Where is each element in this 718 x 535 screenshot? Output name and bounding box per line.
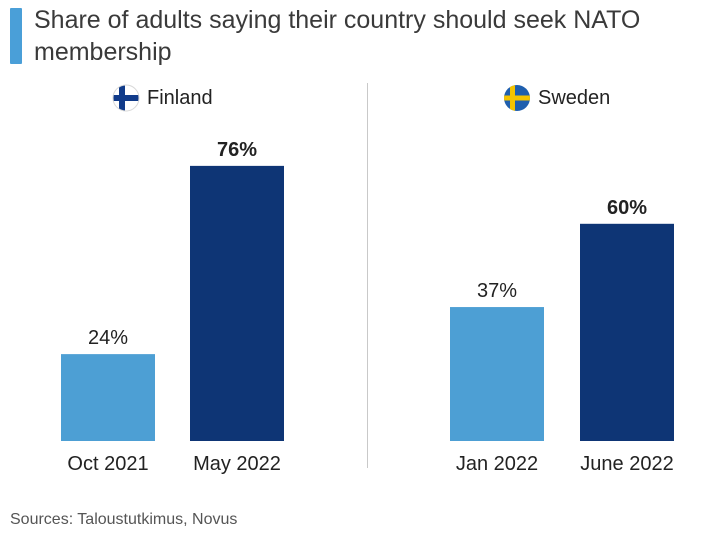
panel-label-finland: Finland <box>112 84 213 112</box>
value-label-sweden-june-2022: 60% <box>607 197 647 219</box>
panel-label-sweden: Sweden <box>503 84 610 112</box>
bar-sweden-jan-2022 <box>450 307 544 441</box>
category-label-sweden-june-2022: June 2022 <box>580 453 673 475</box>
value-label-finland-may-2022: 76% <box>217 139 257 161</box>
finland-flag-icon <box>112 84 140 112</box>
bar-finland-oct-2021 <box>61 354 155 441</box>
bar-sweden-june-2022 <box>580 223 674 441</box>
value-label-finland-oct-2021: 24% <box>88 327 128 349</box>
panel-title-sweden: Sweden <box>538 86 611 109</box>
title-accent-bar <box>10 8 22 64</box>
source-note: Sources: Taloustutkimus, Novus <box>10 511 238 528</box>
value-label-sweden-jan-2022: 37% <box>477 280 517 302</box>
chart-title: Share of adults saying their country sho… <box>34 6 641 66</box>
category-label-sweden-jan-2022: Jan 2022 <box>456 453 538 475</box>
category-label-finland-oct-2021: Oct 2021 <box>67 453 148 475</box>
category-label-finland-may-2022: May 2022 <box>193 453 281 475</box>
panel-divider <box>367 83 368 468</box>
panel-title-finland: Finland <box>147 86 213 109</box>
bar-finland-may-2022 <box>190 165 284 441</box>
sweden-flag-icon <box>504 85 530 111</box>
